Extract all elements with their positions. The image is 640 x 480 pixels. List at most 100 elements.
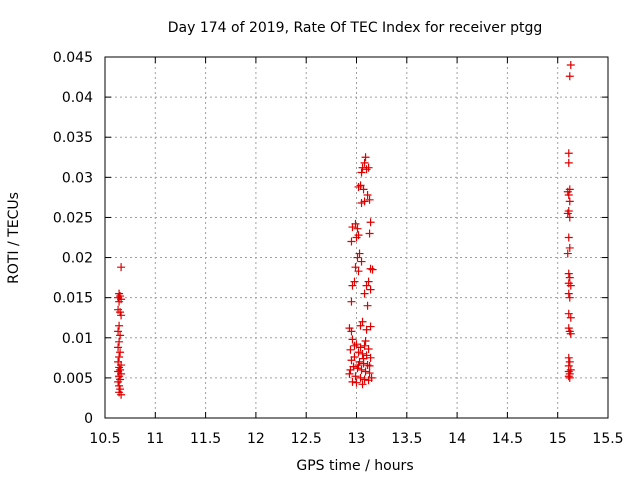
data-point	[358, 349, 367, 358]
data-point	[362, 281, 371, 290]
data-point	[115, 353, 124, 362]
data-point	[354, 267, 363, 276]
data-point	[361, 336, 370, 345]
data-point	[362, 325, 371, 334]
data-point	[360, 289, 369, 298]
data-point	[356, 181, 365, 190]
data-point	[564, 269, 573, 278]
y-tick-label: 0.02	[62, 251, 93, 267]
data-point	[566, 313, 575, 322]
y-tick-label: 0.04	[62, 90, 93, 106]
x-tick-label: 11	[146, 431, 164, 447]
data-point	[356, 373, 365, 382]
x-tick-label: 15	[549, 431, 567, 447]
data-point	[352, 340, 361, 349]
data-point	[564, 309, 573, 318]
data-point	[358, 317, 367, 326]
data-point	[356, 343, 365, 352]
data-point	[366, 264, 375, 273]
chart-title: Day 174 of 2019, Rate Of TEC Index for r…	[168, 20, 543, 36]
data-point	[365, 361, 374, 370]
data-point	[364, 163, 373, 172]
x-tick-label: 11.5	[190, 431, 221, 447]
data-point	[365, 195, 374, 204]
data-point	[564, 233, 573, 242]
data-point	[353, 253, 362, 262]
data-point	[563, 249, 572, 258]
y-tick-label: 0.045	[53, 50, 93, 66]
data-point	[352, 233, 361, 242]
y-tick-label: 0.03	[62, 170, 93, 186]
data-point	[116, 365, 125, 374]
data-point	[117, 263, 126, 272]
data-point	[348, 281, 357, 290]
data-point	[346, 365, 355, 374]
data-point	[363, 301, 372, 310]
data-point	[565, 273, 574, 282]
data-point	[353, 224, 362, 233]
data-point	[364, 345, 373, 354]
data-point	[366, 218, 375, 227]
y-axis-label: ROTI / TECUs	[6, 192, 22, 284]
data-point	[347, 297, 356, 306]
data-point	[346, 345, 355, 354]
data-point	[354, 348, 363, 357]
x-tick-label: 13	[348, 431, 366, 447]
data-point	[566, 61, 575, 70]
data-point	[365, 369, 374, 378]
data-point	[360, 158, 369, 167]
data-point	[366, 322, 375, 331]
tick-labels: 10.5 11 11.5 12 12.5 13 13.5 14 14.5 15 15.5 0 0.005…	[53, 50, 624, 447]
data-point	[359, 354, 368, 363]
data-point	[564, 158, 573, 167]
data-point	[347, 356, 356, 365]
data-point	[355, 249, 364, 258]
y-tick-label: 0.005	[53, 371, 93, 387]
data-point	[348, 377, 357, 386]
data-point	[361, 367, 370, 376]
data-point	[564, 190, 573, 199]
data-point	[565, 72, 574, 81]
data-point	[366, 353, 375, 362]
data-point	[115, 337, 124, 346]
x-tick-label: 14.5	[492, 431, 523, 447]
data-point	[360, 375, 369, 384]
data-point	[364, 277, 373, 286]
data-point	[565, 293, 574, 302]
data-point	[348, 223, 357, 232]
data-point	[367, 373, 376, 382]
data-point	[348, 335, 357, 344]
data-point	[350, 277, 359, 286]
data-point	[368, 265, 377, 274]
data-point	[117, 311, 126, 320]
data-point	[116, 331, 125, 340]
data-point	[564, 149, 573, 158]
x-tick-label: 14	[448, 431, 466, 447]
data-point	[354, 182, 363, 191]
data-point	[359, 185, 368, 194]
data-point	[117, 390, 126, 399]
data-point	[114, 377, 123, 386]
data-point	[350, 341, 359, 350]
data-point	[115, 321, 124, 330]
data-points	[114, 61, 575, 399]
data-point	[563, 209, 572, 218]
y-tick-label: 0.01	[62, 331, 93, 347]
data-point	[362, 165, 371, 174]
y-tick-label: 0.015	[53, 291, 93, 307]
data-point	[566, 329, 575, 338]
data-point	[358, 380, 367, 389]
data-point	[566, 281, 575, 290]
x-tick-label: 12	[247, 431, 265, 447]
data-point	[361, 153, 370, 162]
data-point	[366, 285, 375, 294]
data-point	[114, 343, 123, 352]
y-tick-label: 0.025	[53, 210, 93, 226]
data-point	[351, 263, 360, 272]
data-point	[564, 353, 573, 362]
x-tick-label: 10.5	[89, 431, 120, 447]
data-point	[116, 348, 125, 357]
y-tick-label: 0.035	[53, 130, 93, 146]
